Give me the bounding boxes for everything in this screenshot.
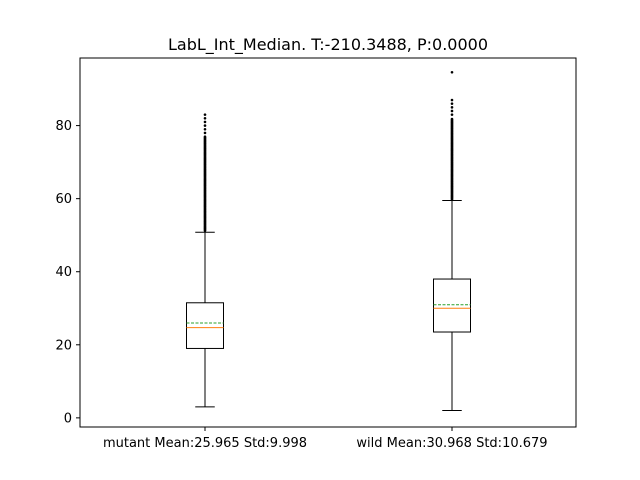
y-tick-label: 60	[55, 192, 72, 207]
outlier-point	[203, 135, 207, 139]
outlier-point	[450, 113, 454, 116]
box-group-1	[433, 70, 471, 412]
y-tick-label: 20	[55, 338, 72, 353]
x-tick-label: mutant Mean:25.965 Std:9.998	[103, 436, 307, 451]
outlier-point	[203, 131, 207, 135]
x-tick-label: wild Mean:30.968 Std:10.679	[356, 436, 547, 451]
y-tick-label: 0	[64, 411, 72, 426]
outlier-point	[450, 117, 454, 121]
box-iqr	[186, 302, 224, 349]
outlier-point	[450, 106, 454, 109]
outlier-point	[450, 109, 454, 113]
box-iqr	[433, 278, 471, 333]
y-tick-label: 40	[55, 265, 72, 280]
outlier-point	[203, 116, 207, 120]
boxes	[186, 70, 471, 412]
outlier-point	[450, 70, 454, 74]
plot-area	[79, 57, 577, 428]
outlier-point	[450, 102, 454, 105]
outlier-point	[203, 120, 207, 124]
y-axis: 0 20 40 60 80	[55, 119, 80, 426]
chart-title: LabL_Int_Median. T:-210.3488, P:0.0000	[168, 35, 488, 55]
outlier-point	[450, 98, 454, 102]
outlier-point	[203, 124, 207, 127]
outlier-point	[203, 127, 207, 131]
box-group-0	[186, 113, 224, 408]
outlier-point	[203, 113, 207, 116]
y-tick-label: 80	[55, 119, 72, 134]
x-axis: mutant Mean:25.965 Std:9.998 wild Mean:30…	[103, 427, 548, 451]
